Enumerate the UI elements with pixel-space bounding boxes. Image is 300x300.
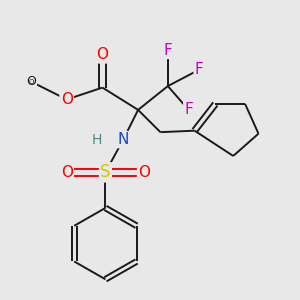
Text: N: N: [118, 132, 129, 147]
Text: O: O: [61, 92, 73, 107]
Text: H: H: [91, 133, 102, 147]
Text: O: O: [138, 165, 150, 180]
Text: F: F: [195, 62, 203, 77]
Text: S: S: [100, 163, 111, 181]
Text: F: F: [164, 43, 172, 58]
Text: O: O: [96, 47, 108, 62]
Text: O: O: [61, 165, 73, 180]
Text: O: O: [28, 79, 34, 85]
Text: O: O: [26, 75, 36, 88]
Text: O: O: [61, 92, 73, 107]
Text: F: F: [184, 102, 193, 117]
